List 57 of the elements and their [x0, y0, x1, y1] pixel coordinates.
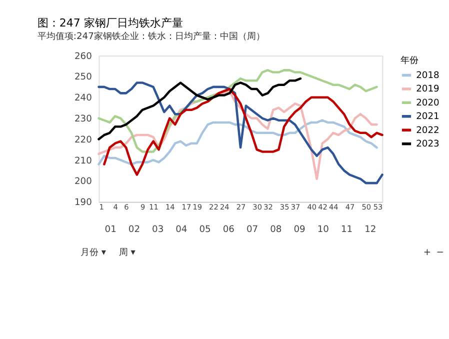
text: 11 [340, 225, 353, 236]
text: 07 [246, 225, 258, 236]
line-series [98, 77, 302, 140]
text: 10 [317, 225, 330, 236]
text: 02 [128, 225, 140, 236]
x-tick-label: 37 [290, 202, 300, 212]
y-tick-label: 190 [74, 198, 92, 208]
legend-label: 2020 [416, 98, 440, 108]
x-tick-label: 14 [165, 202, 176, 212]
legend-label: 2022 [416, 126, 440, 136]
line-series [98, 119, 378, 166]
y-tick-label: 230 [74, 114, 92, 124]
x-tick-label: 53 [373, 202, 384, 212]
x-tick-label: 50 [362, 202, 372, 212]
y-tick-label: 220 [74, 135, 92, 146]
y-tick-label: 200 [74, 177, 92, 188]
x-tick-label: 42 [318, 202, 328, 212]
x-tick-label: 22 [209, 202, 218, 212]
text: 03 [152, 225, 164, 236]
x-tick-label: 4 [113, 202, 118, 212]
text: 06 [222, 225, 235, 236]
x-tick-label: 9 [140, 202, 146, 212]
y-tick-label: 240 [74, 94, 92, 104]
y-tick-label: 210 [74, 156, 92, 166]
x-tick-label: 17 [182, 202, 192, 212]
text: 04 [176, 225, 188, 236]
x-tick-label: 11 [149, 202, 158, 212]
chart-title: 图：247 家钢厂日均铁水产量 [37, 16, 183, 30]
x-tick-label: 6 [124, 202, 130, 212]
x-tick-label: 27 [236, 202, 246, 212]
y-tick-label: 250 [74, 72, 92, 83]
x-tick-label: 24 [220, 202, 230, 212]
x-tick-label: 40 [307, 202, 317, 212]
legend-label: 2023 [416, 140, 440, 150]
text: + [423, 248, 432, 258]
text: 01 [104, 225, 116, 236]
text: 月份 ▾ [80, 246, 106, 258]
chart-subtitle: 平均值项:247家钢铁企业：铁水：日均产量：中国（周） [37, 31, 265, 42]
x-tick-label: 1 [99, 202, 104, 212]
text: − [436, 248, 444, 258]
x-tick-label: 44 [328, 202, 339, 212]
text: 12 [364, 225, 376, 236]
x-tick-label: 32 [264, 202, 273, 212]
text: 09 [294, 225, 306, 236]
x-tick-label: 35 [280, 202, 290, 212]
text: 08 [270, 225, 282, 236]
x-tick-label: 19 [192, 202, 202, 212]
legend-label: 2018 [416, 70, 440, 81]
y-tick-label: 260 [74, 52, 92, 62]
text: 05 [199, 225, 212, 236]
legend-title: 年份 [400, 54, 419, 66]
legend-label: 2021 [416, 112, 440, 122]
x-tick-label: 30 [252, 202, 262, 212]
x-tick-label: 47 [345, 202, 355, 212]
line-series [98, 69, 378, 153]
legend-label: 2019 [416, 84, 440, 95]
text: 周 ▾ [118, 246, 136, 258]
